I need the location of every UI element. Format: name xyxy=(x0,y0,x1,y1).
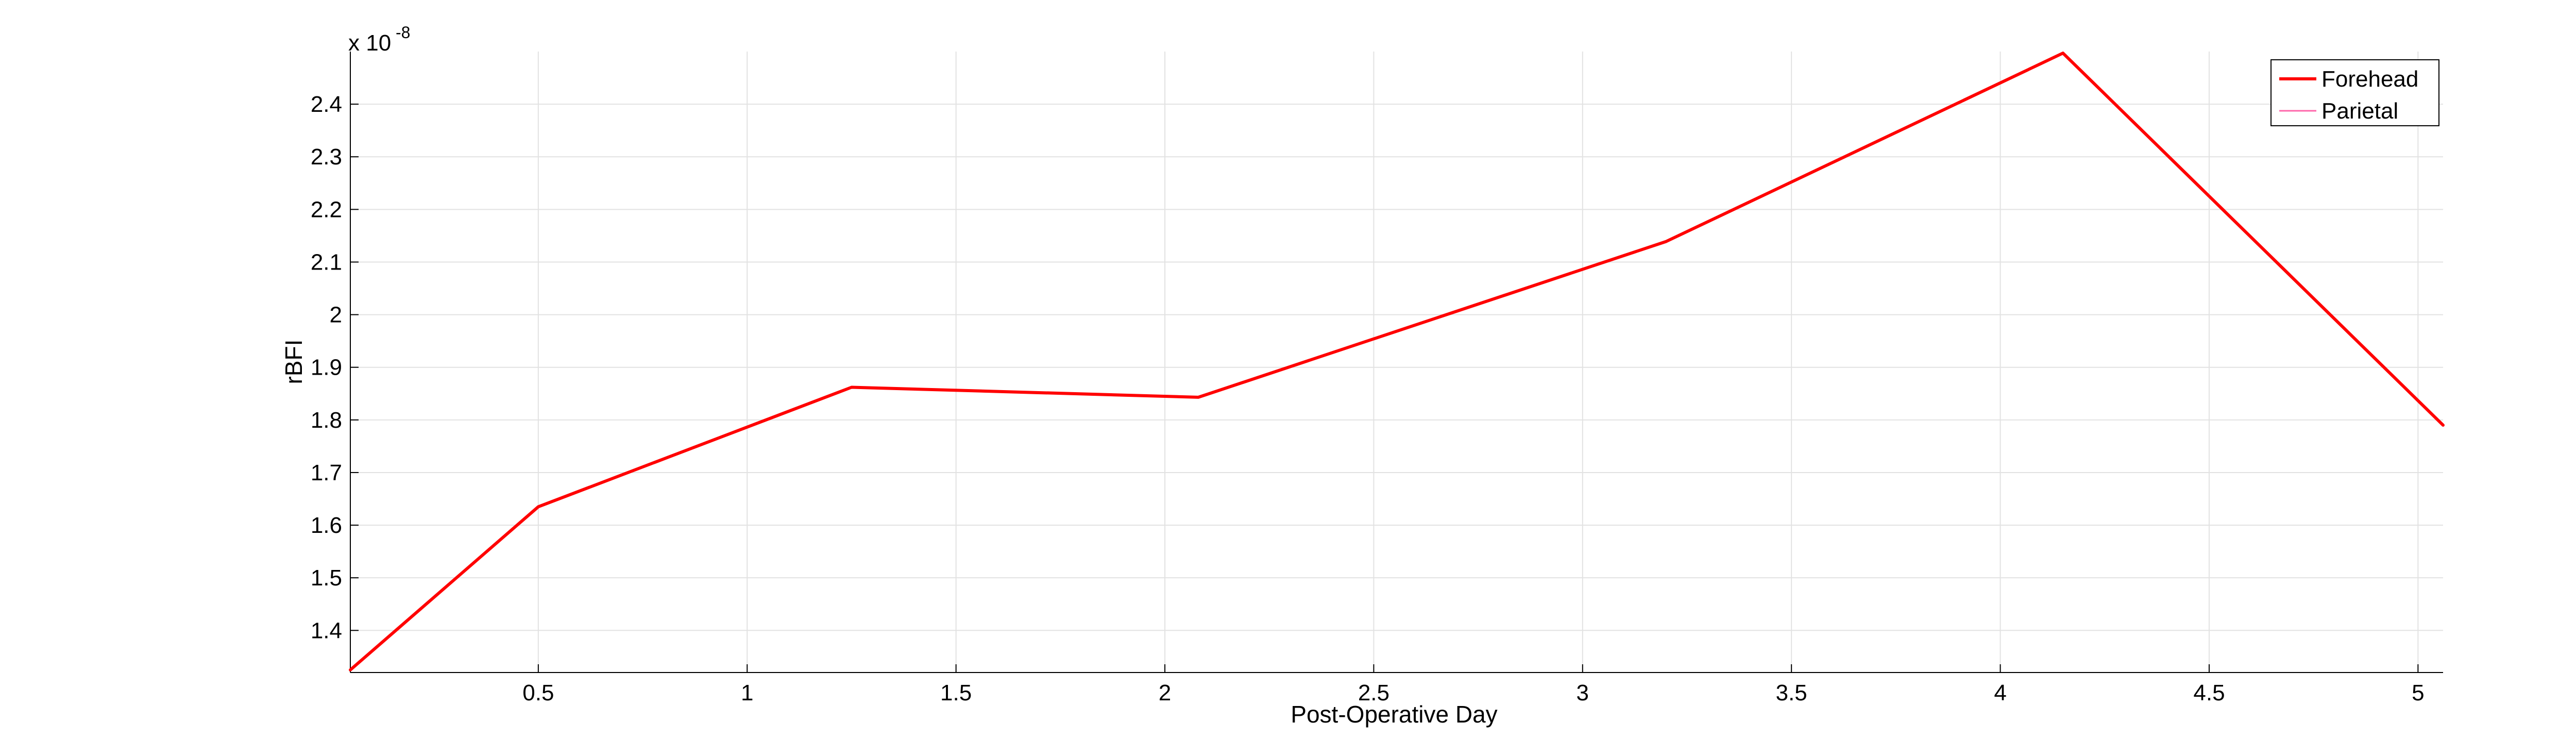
x-ticks: 0.5 1 1.5 2 2.5 3 3.5 4 4.5 5 xyxy=(522,664,2425,705)
y-exponent-label: x 10 -8 xyxy=(348,23,410,56)
x-axis-label: Post-Operative Day xyxy=(1291,701,1497,728)
y-tick-label: 2.1 xyxy=(311,249,342,275)
y-exponent-base: x 10 xyxy=(348,30,391,56)
x-tick-label: 1 xyxy=(741,680,753,705)
y-tick-label: 1.7 xyxy=(311,460,342,485)
y-tick-label: 1.9 xyxy=(311,355,342,380)
y-tick-label: 2 xyxy=(330,303,342,328)
series xyxy=(349,52,2445,671)
x-tick-label: 4.5 xyxy=(2193,680,2225,705)
y-tick-label: 1.4 xyxy=(311,618,342,643)
y-tick-label: 1.8 xyxy=(311,408,342,433)
x-tick-label: 0.5 xyxy=(522,680,554,705)
x-tick-label: 3 xyxy=(1577,680,1589,705)
legend-label-parietal: Parietal xyxy=(2321,98,2398,124)
legend-label-forehead: Forehead xyxy=(2321,66,2418,92)
x-tick-label: 3.5 xyxy=(1776,680,1807,705)
series-line-forehead xyxy=(349,52,2445,671)
legend-box xyxy=(2270,59,2439,126)
grid xyxy=(350,52,2443,673)
y-tick-label: 1.6 xyxy=(311,513,342,538)
y-tick-label: 2.3 xyxy=(311,144,342,170)
x-tick-label: 2.5 xyxy=(1358,680,1389,705)
y-tick-label: 2.2 xyxy=(311,197,342,222)
plot-background xyxy=(350,52,2443,673)
x-tick-label: 5 xyxy=(2412,680,2424,705)
y-tick-label: 1.5 xyxy=(311,565,342,591)
y-tick-label: 2.4 xyxy=(311,92,342,117)
x-tick-label: 1.5 xyxy=(940,680,972,705)
y-exponent-power: -8 xyxy=(396,23,410,42)
y-axis-label: rBFI xyxy=(280,340,307,384)
legend: Forehead Parietal xyxy=(2270,59,2439,126)
axes xyxy=(350,52,2443,673)
x-tick-label: 4 xyxy=(1994,680,2006,705)
y-ticks: 1.4 1.5 1.6 1.7 1.8 1.9 2 2.1 2.2 2.3 2.4 xyxy=(311,92,359,643)
x-tick-label: 2 xyxy=(1159,680,1171,705)
